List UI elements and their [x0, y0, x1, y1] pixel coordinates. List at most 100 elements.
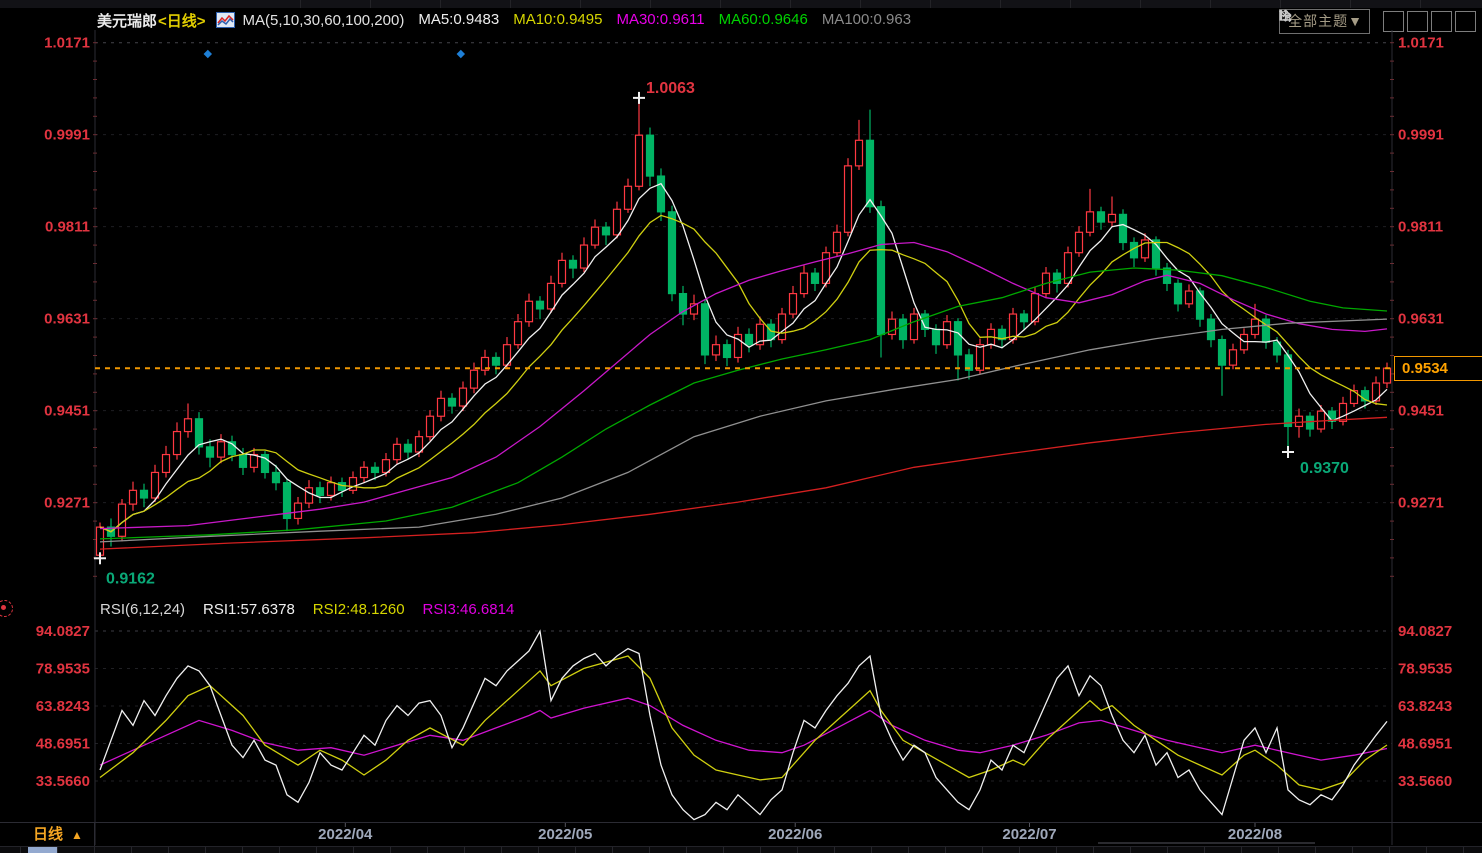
candle-body [1371, 382, 1381, 402]
candle-body [1173, 282, 1183, 305]
candle-body [997, 328, 1007, 341]
ma200-line [99, 416, 1388, 550]
candle-body [469, 369, 479, 389]
candle-body [183, 418, 193, 433]
rsi1-value: RSI1:57.6378 [203, 600, 295, 618]
rsi1-line [99, 629, 1388, 821]
candle-body [711, 344, 721, 356]
rsi-axis-label-right: 94.0827 [1398, 623, 1452, 640]
pan-right-icon[interactable] [1280, 11, 1476, 32]
rsi-axis-label-right: 78.9535 [1398, 661, 1452, 678]
triangle-up-icon: ▲ [71, 828, 83, 842]
time-axis-row: 日线 ▲ [0, 822, 1482, 847]
time-axis-label: 2022/04 [318, 826, 373, 843]
candle-body [1107, 213, 1117, 223]
candle-body [1283, 354, 1293, 428]
price-annotation: 0.9162 [106, 570, 155, 587]
ma30-value: MA30:0.9611 [616, 11, 705, 28]
candle-body [1272, 341, 1282, 356]
event-dot [456, 49, 466, 59]
candle-body [909, 313, 919, 341]
candle-body [260, 453, 270, 474]
candle-body [931, 328, 941, 346]
ma60-line [99, 267, 1388, 540]
period-selector[interactable]: 日线 ▲ [0, 823, 95, 846]
theme-selector[interactable]: 全部主题▼ [1279, 9, 1370, 34]
candle-body [964, 354, 974, 371]
candle-body [590, 226, 600, 246]
candle-body [315, 487, 325, 497]
rsi-axis-label-right: 33.5660 [1398, 773, 1452, 790]
candle-body [1151, 239, 1161, 269]
price-axis-label-right: 0.9451 [1398, 403, 1444, 420]
candle-body [942, 321, 952, 346]
candle-body [788, 292, 798, 315]
candle-body [799, 272, 809, 295]
indicator-marker-icon[interactable] [0, 600, 13, 617]
timeline-scrollbar[interactable] [0, 846, 1482, 853]
candle-body [227, 441, 237, 456]
candle-body [546, 282, 556, 310]
candle-body [1140, 239, 1150, 259]
candle-body [667, 211, 677, 295]
candle-body [568, 259, 578, 269]
candle-body [414, 436, 424, 453]
candle-body [1316, 410, 1326, 430]
candle-body [777, 313, 787, 341]
rsi-axis-label-right: 48.6951 [1398, 736, 1452, 753]
candle-body [1217, 338, 1227, 366]
price-axis-label-left: 0.9631 [44, 311, 90, 328]
ma5-line [99, 182, 1388, 533]
candle-body [623, 185, 633, 210]
candle-body [1063, 252, 1073, 284]
rsi-axis-label-left: 78.9535 [36, 661, 90, 678]
candle-body [722, 344, 732, 359]
candle-body [425, 415, 435, 438]
rsi2-line [99, 655, 1388, 791]
candle-body [1305, 415, 1315, 430]
ma100-value: MA100:0.963 [821, 11, 912, 28]
scrollbar-thumb[interactable] [28, 847, 57, 853]
candle-body [678, 292, 688, 315]
price-annotation: 1.0063 [646, 80, 695, 97]
rsi-axis-label-left: 63.8243 [36, 698, 90, 715]
time-axis-label: 2022/05 [538, 826, 592, 843]
candle-body [249, 453, 259, 468]
candle-body [491, 356, 501, 366]
candle-body [172, 430, 182, 456]
candle-body [1294, 415, 1304, 428]
candle-body [381, 459, 391, 474]
time-axis-label: 2022/08 [1228, 826, 1282, 843]
price-axis-label-right: 0.9631 [1398, 311, 1444, 328]
candle-body [1206, 318, 1216, 341]
ma-values-group: MA5:0.9483 MA10:0.9495 MA30:0.9611 MA60:0.9… [404, 11, 911, 29]
candle-body [1118, 213, 1128, 244]
candle-body [557, 259, 567, 284]
price-axis-label-right: 1.0171 [1398, 35, 1444, 52]
candle-body [216, 441, 226, 458]
candle-body [810, 272, 820, 284]
rsi-axis-label-left: 94.0827 [36, 623, 90, 640]
ma60-value: MA60:0.9646 [718, 11, 808, 28]
price-axis-label-left: 0.9991 [44, 127, 90, 144]
last-price-tag: 0.9534 [1394, 356, 1482, 381]
rsi-axis-label-left: 33.5660 [36, 773, 90, 790]
candle-body [920, 313, 930, 330]
candle-body [1096, 211, 1106, 223]
period-selector-label: 日线 [33, 826, 64, 843]
candle-body [1228, 349, 1238, 366]
candle-body [458, 387, 468, 407]
chart-type-icon[interactable] [215, 12, 235, 28]
time-axis-label: 2022/06 [768, 826, 822, 843]
candle-body [854, 139, 864, 167]
candle-body [953, 321, 963, 356]
candle-body [392, 443, 402, 461]
price-axis-label-left: 0.9451 [44, 403, 90, 420]
candle-body [535, 300, 545, 310]
candle-body [304, 487, 314, 504]
candle-body [205, 446, 215, 458]
candle-body [524, 300, 534, 323]
candle-body [689, 303, 699, 315]
